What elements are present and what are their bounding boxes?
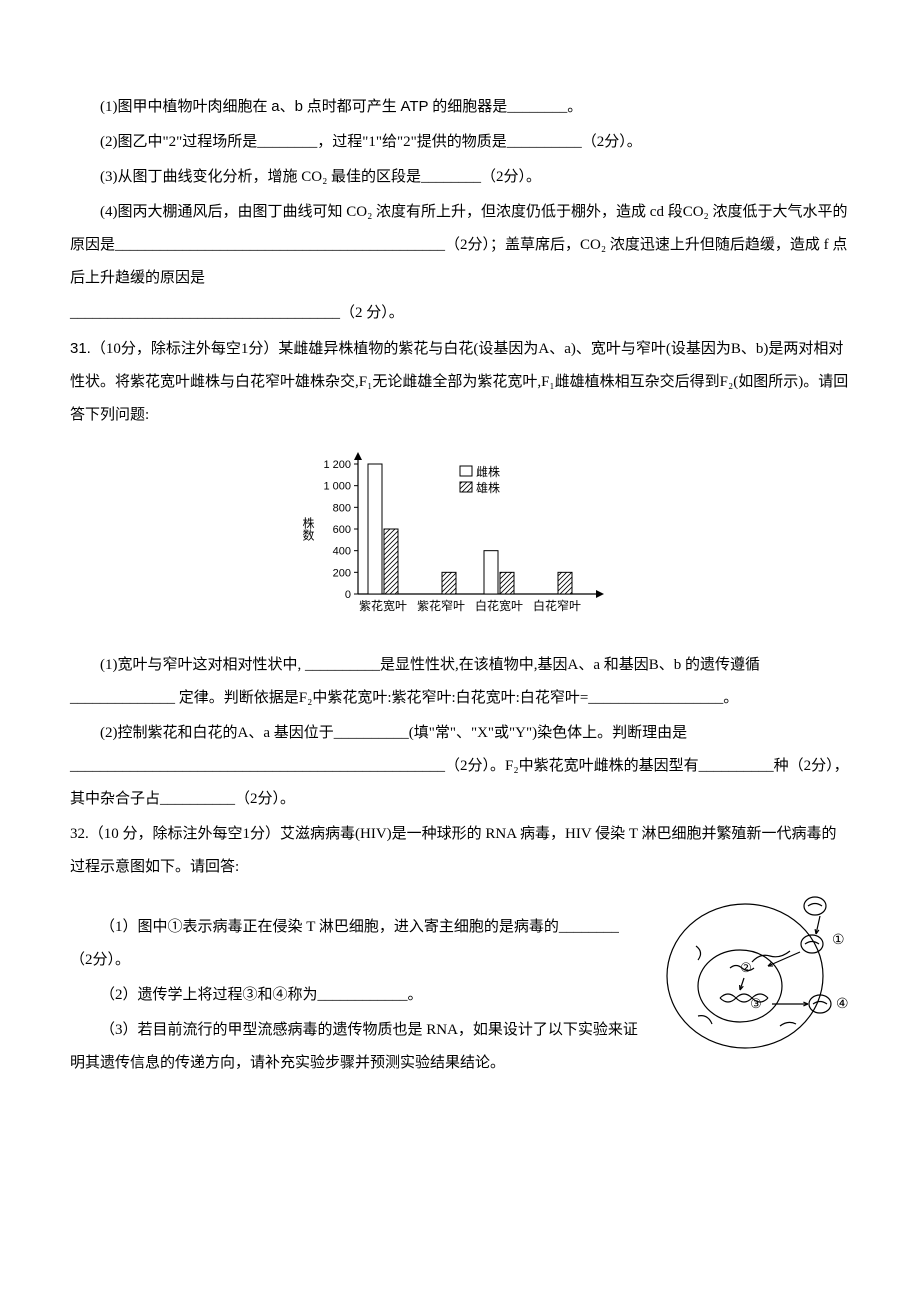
svg-text:株数: 株数 [301, 516, 315, 542]
svg-text:②: ② [740, 960, 752, 975]
q30-part1: (1)图甲中植物叶肉细胞在 a、b 点时都可产生 ATP 的细胞器是______… [70, 90, 850, 124]
q32-part1: （1）图中①表示病毒正在侵染 T 淋巴细胞，进入寄主细胞的是病毒的_______… [70, 911, 640, 977]
svg-text:200: 200 [333, 567, 351, 579]
q31-part1: (1)宽叶与窄叶这对相对性状中, __________是显性性状,在该植物中,基… [70, 649, 850, 715]
bar-chart: 0 200 400 600 800 1 000 1 200 株数紫花宽叶紫花窄叶白花宽叶白花窄… [70, 444, 850, 637]
svg-text:白花窄叶: 白花窄叶 [533, 598, 581, 613]
svg-text:白花宽叶: 白花宽叶 [475, 598, 523, 613]
svg-text:雌株: 雌株 [476, 464, 500, 479]
cell-diagram: ① ② ③ ④ [650, 886, 850, 1069]
svg-text:紫花窄叶: 紫花窄叶 [417, 598, 465, 613]
svg-text:1 000: 1 000 [323, 481, 351, 493]
cell-diagram-svg: ① ② ③ ④ [650, 886, 850, 1056]
q32-part2: （2）遗传学上将过程③和④称为____________。 [70, 979, 640, 1012]
svg-text:1 200: 1 200 [323, 459, 351, 471]
svg-text:400: 400 [333, 546, 351, 558]
svg-text:600: 600 [333, 524, 351, 536]
q32-part3: （3）若目前流行的甲型流感病毒的遗传物质也是 RNA，如果设计了以下实验来证明其… [70, 1014, 640, 1080]
q30-1-end: 的细胞器是________。 [429, 99, 583, 115]
svg-text:雄株: 雄株 [476, 480, 500, 495]
q32-spacer [70, 886, 640, 909]
q30-1-atp: ATP [400, 98, 428, 115]
q30-part4b: ____________________________________（2 分… [70, 297, 850, 330]
svg-text:0: 0 [345, 589, 351, 601]
q30-1-pre: (1)图甲中植物叶肉细胞在 [100, 99, 271, 115]
svg-text:①: ① [832, 933, 845, 948]
svg-text:800: 800 [333, 502, 351, 514]
q31-heading-text: （10分，除标注外每空1分）某雌雄异株植物的紫花与白花(设基因为A、a)、宽叶与… [70, 341, 848, 423]
q31-num: 31. [70, 340, 91, 357]
q31-heading: 31.（10分，除标注外每空1分）某雌雄异株植物的紫花与白花(设基因为A、a)、… [70, 332, 850, 432]
q30-1-post: 点时都可产生 [303, 99, 401, 115]
svg-text:紫花宽叶: 紫花宽叶 [359, 598, 407, 613]
q32-heading: 32.（10 分，除标注外每空1分）艾滋病病毒(HIV)是一种球形的 RNA 病… [70, 818, 850, 884]
svg-text:④: ④ [836, 997, 849, 1012]
q30-1-ab: a、b [271, 98, 303, 115]
q30-part2: (2)图乙中"2"过程场所是________，过程"1"给"2"提供的物质是__… [70, 126, 850, 159]
q30-part3: (3)从图丁曲线变化分析，增施 CO₂ 最佳的区段是________（2分）。 [70, 161, 850, 194]
svg-text:③: ③ [750, 996, 762, 1011]
q30-part4: (4)图丙大棚通风后，由图丁曲线可知 CO₂ 浓度有所上升，但浓度仍低于棚外，造… [70, 196, 850, 295]
bar-chart-svg: 0 200 400 600 800 1 000 1 200 株数紫花宽叶紫花窄叶白花宽叶白花窄… [290, 444, 630, 624]
q31-part2: (2)控制紫花和白花的A、a 基因位于__________(填"常"、"X"或"… [70, 717, 850, 816]
